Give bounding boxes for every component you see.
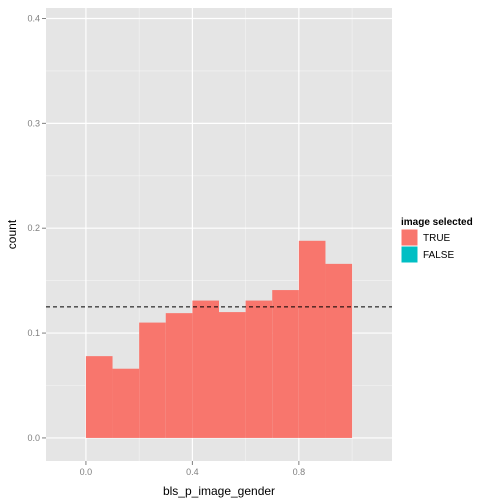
histogram-bar [325, 263, 353, 438]
y-tick-label: 0.4 [27, 13, 40, 23]
histogram-bar [139, 322, 166, 438]
y-axis: 0.0 0.1 0.2 0.3 0.4 [27, 13, 46, 443]
histogram-bar [192, 300, 219, 438]
histogram-bar [165, 313, 193, 438]
x-tick-label: 0.8 [293, 467, 306, 477]
legend-title: image selected [401, 217, 473, 228]
legend-label-true: TRUE [423, 233, 451, 244]
legend-key-true [400, 228, 419, 247]
histogram-bar [219, 312, 246, 438]
y-tick-label: 0.3 [27, 118, 40, 128]
y-axis-title: count [5, 219, 19, 249]
y-tick-label: 0.2 [27, 223, 40, 233]
histogram-bar [85, 356, 113, 438]
histogram-bar [298, 240, 326, 438]
legend-key-false [400, 245, 419, 264]
legend-label-false: FALSE [423, 250, 454, 261]
histogram-bar [245, 300, 273, 438]
x-tick-label: 0.4 [186, 467, 199, 477]
histogram-bars [85, 240, 353, 438]
x-axis-title: bls_p_image_gender [163, 484, 275, 498]
histogram-bar [272, 290, 299, 438]
x-axis: 0.0 0.4 0.8 [80, 461, 305, 477]
y-tick-label: 0.1 [27, 328, 40, 338]
x-tick-label: 0.0 [80, 467, 93, 477]
histogram-bar [112, 368, 140, 438]
y-tick-label: 0.0 [27, 433, 40, 443]
legend: image selected TRUE FALSE [400, 217, 473, 264]
